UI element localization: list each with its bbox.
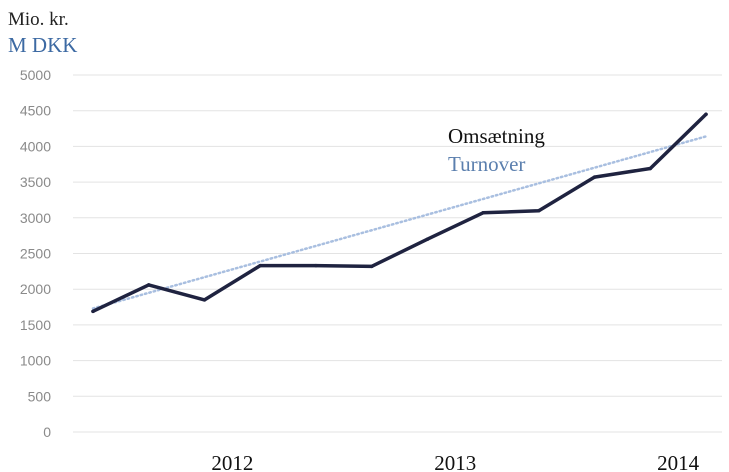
unit-label-primary: Mio. kr. [8,9,69,30]
y-tick-label: 2500 [20,246,51,262]
data-point [648,166,653,171]
data-point [146,283,151,287]
series-line [91,112,708,314]
x-tick-label: 2014 [657,451,700,472]
y-tick-label: 4500 [20,103,51,119]
y-tick-label: 500 [28,388,52,404]
data-point [592,175,597,179]
data-point [258,263,262,268]
x-tick-label: 2013 [434,451,476,472]
data-point [537,208,541,213]
y-tick-label: 0 [43,424,51,440]
y-tick-label: 1500 [20,317,51,333]
legend-series-primary: Omsætning [448,124,545,148]
y-tick-label: 5000 [20,67,51,83]
y-tick-label: 2000 [20,281,51,297]
x-tick-label: 2012 [211,451,253,472]
data-point [91,309,95,314]
y-tick-label: 1000 [20,353,51,369]
data-point [481,211,485,215]
unit-label-secondary: M DKK [8,33,77,57]
y-tick-label: 4000 [20,138,51,154]
legend-series-secondary: Turnover [448,152,525,176]
y-tick-label: 3500 [20,174,51,190]
x-axis-labels: 2012 2013 2014 [211,451,699,472]
data-point [314,263,318,268]
trendline [91,135,708,310]
series-group [91,112,708,314]
data-point [704,112,708,117]
trendline-group [91,135,708,310]
data-point [425,237,430,241]
y-axis-ticks: 0 500 1000 1500 2000 2500 3000 3500 4000 4500 5000 [20,67,51,440]
data-point [369,264,374,269]
data-point [202,298,207,302]
y-tick-label: 3000 [20,210,51,226]
